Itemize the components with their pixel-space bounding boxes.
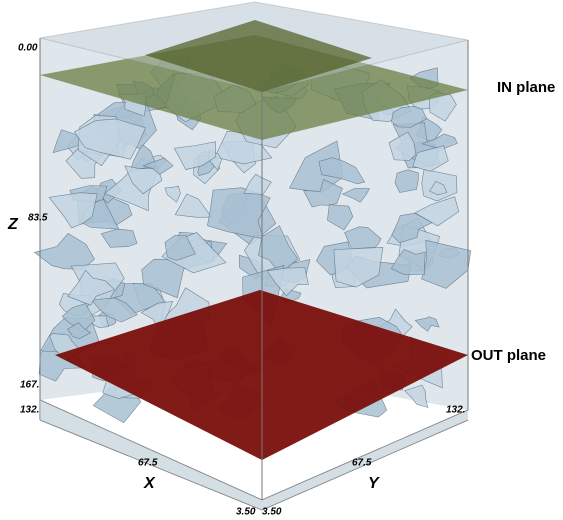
y-tick: 67.5 <box>352 458 372 469</box>
x-label: X <box>143 475 156 492</box>
y-tick: 3.50 <box>262 507 282 518</box>
z-tick: 0.00 <box>18 43 38 54</box>
z-tick: 83.5 <box>28 213 48 224</box>
z-tick: 167. <box>20 380 39 391</box>
x-tick: 67.5 <box>138 458 158 469</box>
y-tick: 132. <box>446 405 465 416</box>
z-label: Z <box>7 216 19 233</box>
x-tick: 132. <box>20 405 39 416</box>
figure: 0.00 Z 83.5 167. 132. 67.5 X 3.50 3.50 6… <box>0 0 563 520</box>
in-plane-label: IN plane <box>497 79 555 96</box>
x-tick: 3.50 <box>236 507 256 518</box>
y-label: Y <box>368 475 380 492</box>
out-plane-label: OUT plane <box>471 347 546 364</box>
pore <box>395 170 419 193</box>
